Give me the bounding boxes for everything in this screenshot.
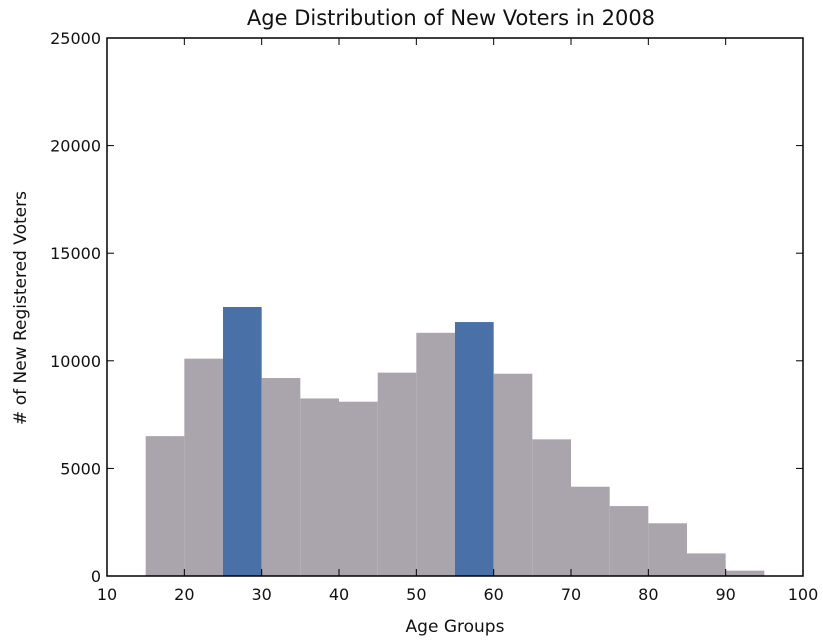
y-axis-label: # of New Registered Voters [11, 191, 31, 425]
histogram-bar [571, 486, 610, 576]
histogram-bar-highlight [455, 322, 494, 576]
histogram-bar [416, 332, 455, 576]
x-tick-label: 70 [561, 585, 581, 604]
x-axis: 10 20 30 40 50 60 70 80 90 100 [97, 38, 818, 604]
x-tick-label: 90 [715, 585, 735, 604]
y-tick-label: 10000 [50, 352, 101, 371]
bars-group [145, 307, 765, 576]
histogram-bar [609, 506, 649, 576]
histogram-bar [145, 436, 185, 576]
y-tick-label: 15000 [50, 244, 101, 263]
y-tick-label: 5000 [60, 459, 101, 478]
y-tick-label: 20000 [50, 137, 101, 156]
x-tick-label: 20 [174, 585, 194, 604]
histogram-bar [648, 523, 687, 576]
x-tick-label: 80 [638, 585, 658, 604]
x-tick-label: 100 [788, 585, 819, 604]
x-tick-label: 30 [251, 585, 271, 604]
histogram-bar [339, 401, 378, 576]
histogram-bar [377, 372, 417, 576]
x-tick-label: 60 [483, 585, 503, 604]
histogram-bar [532, 439, 571, 576]
histogram-bar [261, 378, 301, 576]
x-tick-label: 50 [406, 585, 426, 604]
y-tick-label: 25000 [50, 29, 101, 48]
histogram-bar [184, 358, 223, 576]
chart-title: Age Distribution of New Voters in 2008 [247, 6, 655, 30]
histogram-bar [687, 553, 726, 576]
plot-frame [106, 37, 804, 577]
y-tick-label: 0 [91, 567, 101, 586]
x-tick-label: 40 [329, 585, 349, 604]
histogram-bar [725, 570, 765, 576]
histogram-bar [300, 398, 339, 576]
x-axis-label: Age Groups [406, 617, 505, 637]
histogram-bar-highlight [223, 307, 262, 576]
histogram-bar [493, 373, 533, 576]
x-tick-label: 10 [97, 585, 117, 604]
y-axis: 0 5000 10000 15000 20000 25000 [50, 29, 803, 586]
